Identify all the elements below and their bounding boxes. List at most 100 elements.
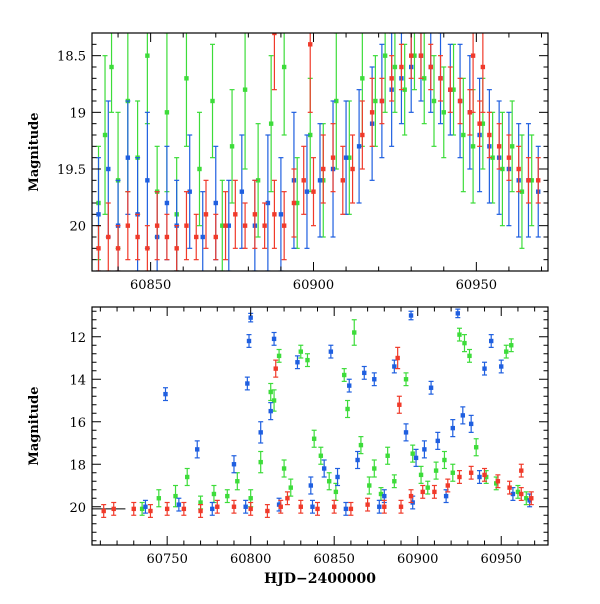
bottom-panel: 60750 60800 60850 60900 60950 12 14 16 18 20 Magni… — [27, 306, 549, 587]
top-red-point-2 — [115, 246, 121, 251]
top-red-point-3 — [125, 223, 131, 228]
bottom-red-point-23 — [408, 493, 414, 499]
top-xtick-label-1: 60900 — [293, 278, 334, 293]
top-green-point-36 — [480, 121, 486, 126]
bottom-green-point-25 — [367, 483, 372, 488]
bottom-red-point-28 — [468, 470, 474, 475]
bottom-green-point-24 — [358, 442, 364, 448]
bottom-green-point-2 — [173, 493, 178, 499]
top-blue-point-13 — [239, 189, 245, 194]
bottom-green-point-34 — [433, 468, 439, 473]
bottom-blue-point-28 — [460, 413, 466, 418]
bottom-green-point-17 — [311, 436, 317, 441]
top-red-point-40 — [487, 132, 492, 138]
top-green-point-18 — [281, 64, 287, 70]
bottom-red-point-6 — [198, 508, 203, 514]
bottom-green-point-18 — [318, 453, 324, 458]
top-ytick-label-2: 19.5 — [57, 163, 86, 178]
top-red-point-1 — [106, 234, 111, 240]
bottom-green-point-1 — [156, 496, 162, 501]
top-blue-point-19 — [317, 178, 323, 183]
top-panel: 60850 60900 60950 18.5 19 19.5 20 Magnitude — [27, 32, 549, 293]
bottom-blue-point-5 — [248, 315, 253, 320]
top-blue-point-9 — [187, 189, 192, 194]
top-green-point-30 — [422, 76, 427, 81]
bottom-blue-point-7 — [268, 408, 273, 414]
top-blue-point-11 — [213, 200, 218, 206]
bottom-green-point-36 — [450, 470, 455, 475]
top-red-point-17 — [262, 223, 267, 228]
bottom-xtick-label-1: 60800 — [230, 552, 271, 567]
bottom-blue-point-38 — [310, 504, 315, 509]
bottom-green-point-31 — [410, 451, 415, 456]
top-red-point-0 — [96, 246, 101, 251]
top-red-point-47 — [308, 42, 313, 47]
top-green-point-29 — [412, 53, 417, 58]
bottom-green-point-43 — [504, 349, 509, 354]
bottom-blue-point-33 — [143, 504, 148, 509]
top-green-point-17 — [268, 121, 274, 126]
top-red-point-19 — [281, 223, 287, 228]
bottom-blue-point-25 — [435, 438, 440, 444]
bottom-green-point-40 — [473, 445, 479, 450]
bottom-red-point-12 — [278, 504, 283, 509]
bottom-green-point-28 — [385, 453, 390, 458]
top-xtick-label-2: 60950 — [456, 278, 497, 293]
bottom-red-point-33 — [529, 496, 534, 501]
top-green-point-1 — [102, 132, 108, 138]
bottom-green-point-37 — [457, 332, 462, 337]
top-green-point-10 — [184, 76, 189, 81]
top-red-point-20 — [291, 200, 297, 206]
bottom-green-point-12 — [276, 353, 282, 359]
bottom-red-point-0 — [101, 508, 106, 514]
top-red-point-45 — [536, 178, 541, 183]
bottom-green-point-0 — [139, 506, 145, 512]
bottom-green-point-16 — [305, 357, 310, 363]
bottom-blue-point-36 — [243, 504, 248, 509]
top-ytick-label-3: 20 — [69, 220, 86, 235]
bottom-green-point-38 — [462, 340, 467, 346]
bottom-green-point-32 — [418, 472, 424, 478]
bottom-red-point-1 — [111, 506, 116, 512]
bottom-red-point-11 — [273, 366, 278, 371]
top-green-point-27 — [392, 64, 398, 70]
bottom-green-point-11 — [271, 398, 277, 403]
bottom-blue-point-2 — [231, 462, 237, 467]
top-red-point-23 — [321, 166, 326, 172]
top-green-point-25 — [373, 98, 378, 104]
bottom-ytick-label-2: 16 — [69, 416, 86, 431]
bottom-red-point-19 — [382, 504, 387, 509]
bottom-red-point-17 — [348, 506, 354, 512]
bottom-series-red — [101, 346, 534, 518]
top-red-point-5 — [145, 246, 150, 251]
bottom-green-point-7 — [235, 479, 240, 484]
bottom-red-point-26 — [445, 483, 450, 488]
top-red-point-42 — [506, 155, 512, 160]
bottom-blue-point-32 — [499, 364, 504, 369]
bottom-xtick-label-2: 60850 — [314, 552, 355, 567]
bottom-green-point-21 — [342, 372, 347, 378]
bottom-blue-point-20 — [403, 430, 409, 435]
top-green-point-33 — [451, 87, 456, 92]
top-red-point-28 — [369, 110, 375, 115]
bottom-blue-point-0 — [163, 391, 168, 397]
bottom-blue-point-30 — [482, 366, 487, 371]
bottom-blue-point-24 — [428, 385, 434, 390]
bottom-blue-point-4 — [246, 338, 252, 344]
top-green-point-38 — [500, 166, 505, 172]
bottom-green-point-9 — [258, 459, 263, 465]
top-red-point-14 — [233, 212, 238, 217]
top-red-point-33 — [418, 53, 424, 58]
top-red-point-32 — [409, 53, 414, 58]
bottom-ylabel: Magnitude — [27, 386, 42, 465]
bottom-blue-point-12 — [328, 349, 334, 354]
top-red-point-43 — [516, 166, 521, 172]
top-red-point-11 — [203, 212, 209, 217]
top-red-point-46 — [272, 33, 277, 36]
bottom-blue-point-21 — [408, 313, 414, 318]
top-blue-point-3 — [125, 155, 131, 160]
top-red-point-15 — [242, 223, 248, 228]
bottom-red-point-18 — [365, 502, 370, 507]
bottom-green-point-30 — [403, 377, 409, 382]
